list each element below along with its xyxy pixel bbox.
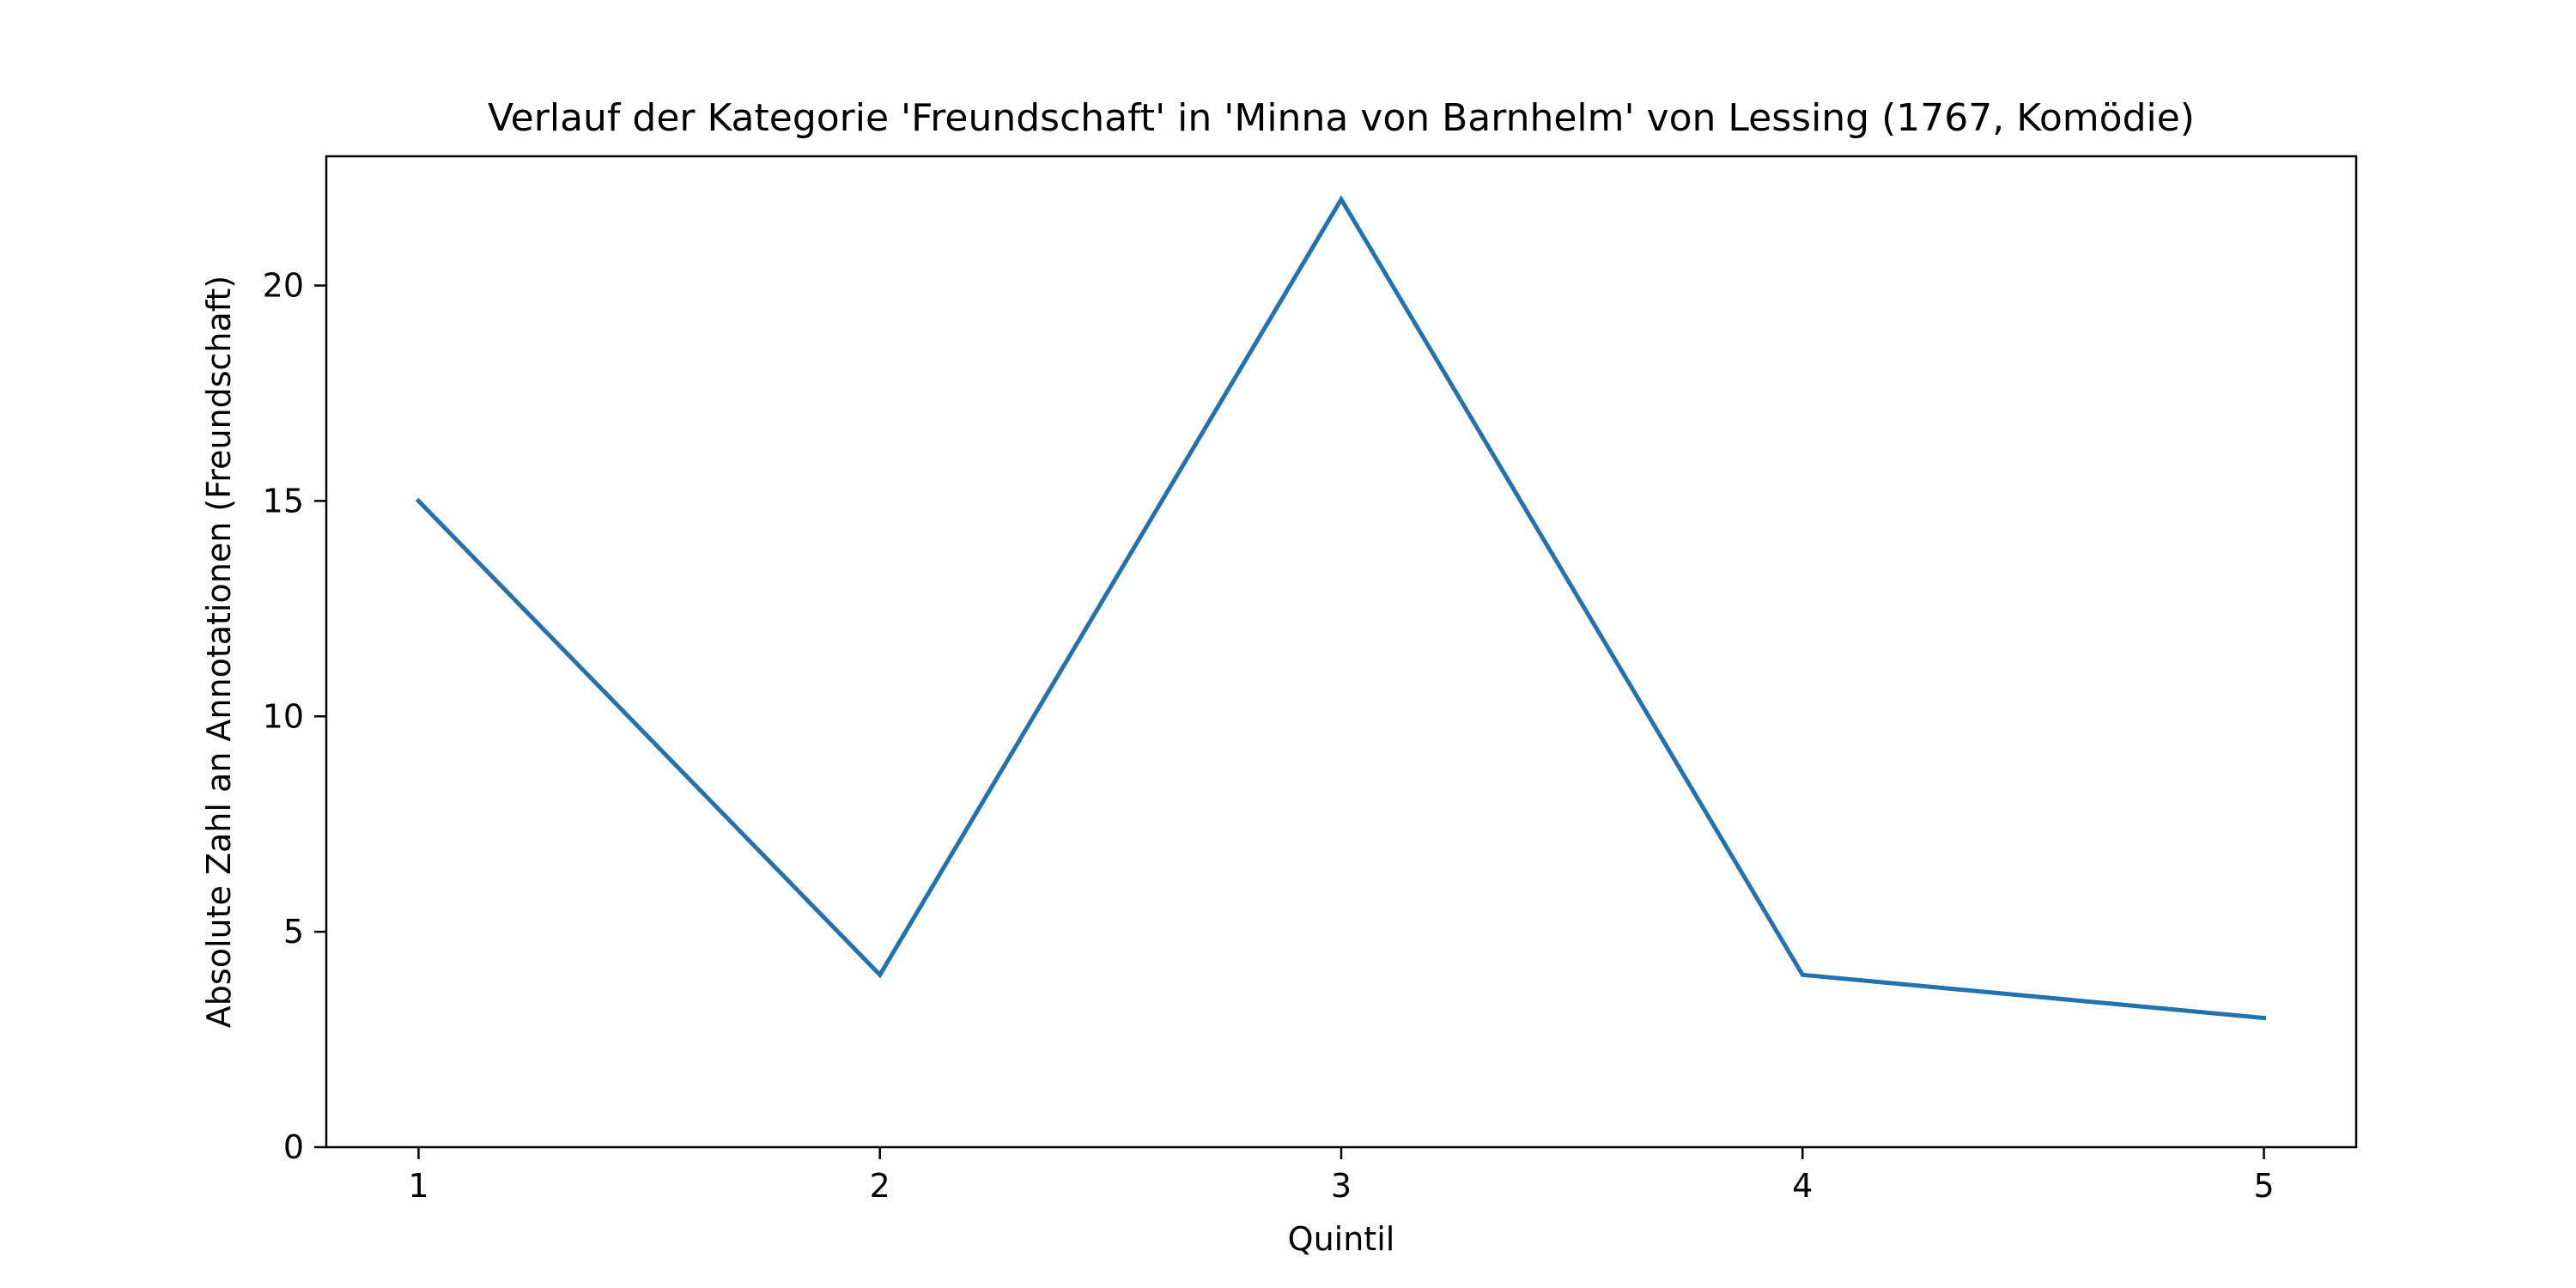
x-tick-label: 2 xyxy=(870,1167,890,1205)
y-axis-label: Absolute Zahl an Annotationen (Freundsch… xyxy=(200,276,238,1028)
x-tick-label: 3 xyxy=(1331,1167,1352,1205)
y-tick-label: 5 xyxy=(283,913,304,951)
series-layer xyxy=(415,195,2267,1021)
x-axis-label: Quintil xyxy=(1288,1220,1395,1258)
y-axis-ticks: 0 5 10 15 20 xyxy=(263,267,326,1166)
chart-title: Verlauf der Kategorie 'Freundschaft' in … xyxy=(488,96,2195,140)
x-tick-label: 5 xyxy=(2253,1167,2274,1205)
y-tick-label: 10 xyxy=(263,697,304,735)
x-tick-label: 1 xyxy=(408,1167,428,1205)
y-tick-label: 0 xyxy=(283,1128,304,1166)
x-tick-label: 4 xyxy=(1792,1167,1813,1205)
y-tick-label: 20 xyxy=(263,267,304,305)
series-line-freundschaft xyxy=(415,195,2267,1021)
y-tick-label: 15 xyxy=(263,482,304,519)
x-axis-ticks: 1 2 3 4 5 xyxy=(408,1147,2275,1205)
